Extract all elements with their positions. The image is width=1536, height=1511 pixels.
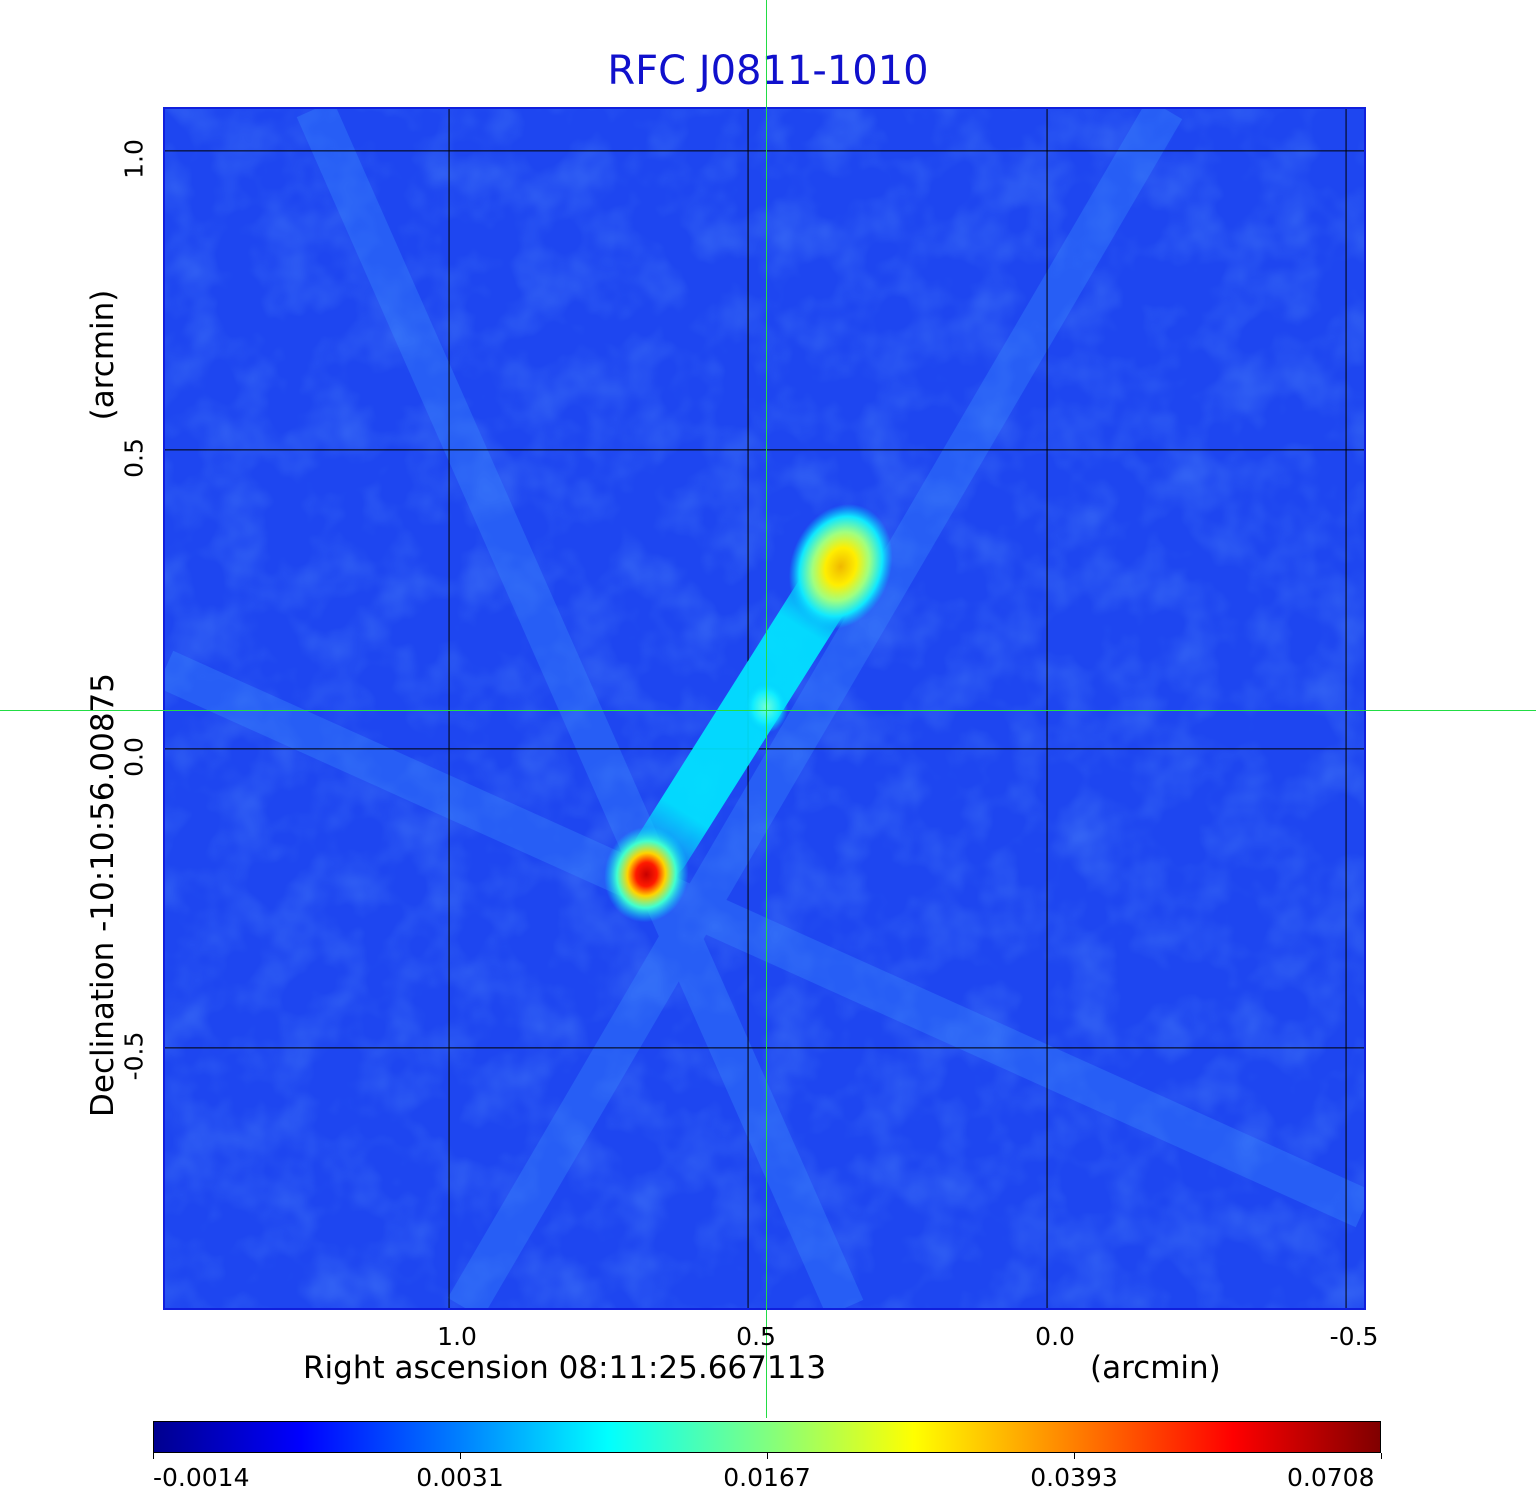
y-axis-unit: (arcmin) — [85, 289, 121, 421]
y-axis-label: Declination -10:10:56.00875 — [85, 673, 121, 1117]
colorbar-tick-label: -0.0014 — [153, 1463, 250, 1492]
x-tick-label: 1.0 — [437, 1322, 477, 1351]
crosshair-vertical[interactable] — [765, 0, 767, 1418]
y-tick-label: -0.5 — [119, 1031, 149, 1081]
x-axis-label: Right ascension 08:11:25.667113 — [303, 1350, 827, 1386]
y-tick-label: 0.0 — [119, 736, 149, 777]
y-tick-label: 1.0 — [119, 138, 149, 179]
colorbar-tick-mark — [153, 1453, 154, 1459]
colorbar-tick-label: 0.0031 — [416, 1463, 504, 1492]
colorbar-tick-mark — [767, 1453, 768, 1459]
crosshair-horizontal[interactable] — [0, 709, 1536, 711]
colorbar-tick-label: 0.0167 — [723, 1463, 811, 1492]
x-tick-label: 0.5 — [736, 1322, 776, 1351]
x-axis-unit: (arcmin) — [1090, 1350, 1221, 1386]
map-canvas — [165, 109, 1364, 1308]
radio-image-map[interactable] — [163, 107, 1366, 1310]
chart-title: RFC J0811-1010 — [607, 48, 929, 94]
colorbar — [153, 1421, 1381, 1453]
sidelobe-streaks — [165, 109, 1364, 1308]
colorbar-tick-label: 0.0393 — [1030, 1463, 1118, 1492]
colorbar-tick-mark — [1074, 1453, 1075, 1459]
y-tick-label: 0.5 — [119, 437, 149, 478]
northwest-component — [788, 503, 893, 629]
coordinate-grid — [165, 109, 1364, 1308]
source-emission — [604, 503, 893, 923]
jet-emission — [633, 562, 854, 879]
colorbar-tick-mark — [1381, 1453, 1382, 1459]
colorbar-tick-label: 0.0708 — [1287, 1463, 1375, 1492]
x-tick-label: 0.0 — [1035, 1322, 1075, 1351]
x-tick-label: -0.5 — [1329, 1322, 1379, 1351]
southeast-component — [604, 826, 689, 923]
colorbar-tick-mark — [460, 1453, 461, 1459]
